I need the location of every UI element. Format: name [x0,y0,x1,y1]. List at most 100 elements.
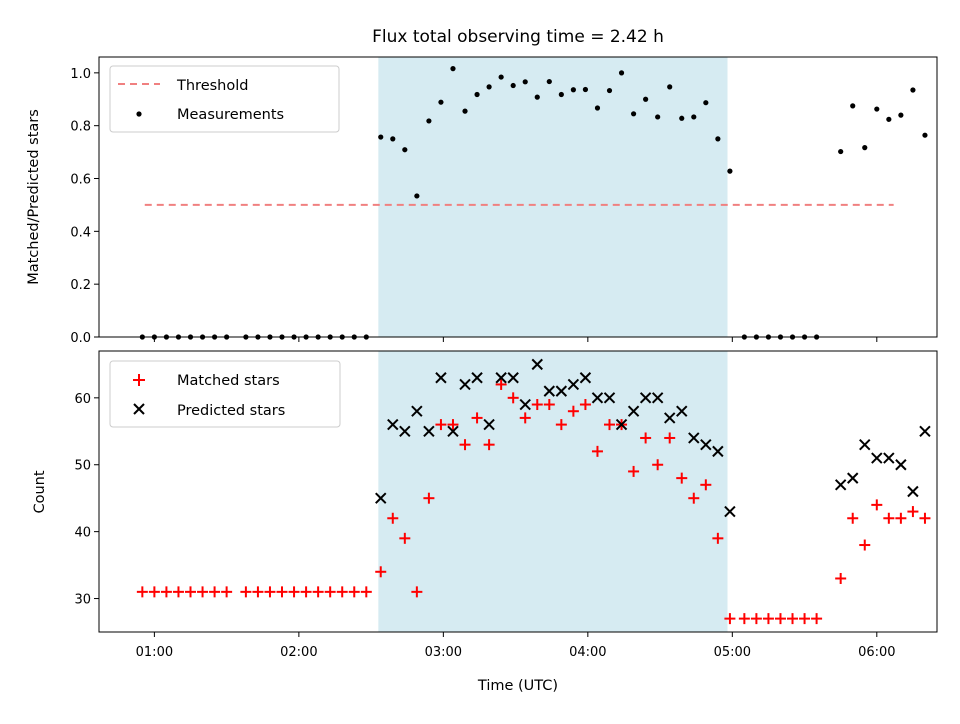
chart-title: Flux total observing time = 2.42 h [372,27,664,47]
bottom-x-tick-label: 03:00 [425,645,462,660]
top-legend-box [109,65,340,133]
measurement-point [450,66,456,72]
measurement-point [582,86,589,93]
predicted-star-point [688,432,700,444]
matched-star-point [411,586,423,598]
bottom-legend-box [109,360,341,428]
bottom-legend: Matched stars Predicted stars [109,360,341,428]
matched-star-point [288,586,300,598]
predicted-marker-b [639,392,652,404]
predicted-star-point [627,405,640,417]
bottom-y-axis-label: Count [32,470,48,513]
matched-star-point [628,465,640,477]
predicted-star-point [435,372,447,384]
measurement-point [498,74,504,80]
matched-star-point [495,378,507,390]
predicted-star-point [859,438,871,451]
bottom-x-tick-label: 06:00 [858,645,895,660]
predicted-marker-b [712,445,724,458]
bottom-panel: 30 40 50 60 01:00 02:00 03:00 04:00 05:00 06:00 C… [32,350,938,694]
predicted-star-point [651,392,664,404]
measurement-point [703,100,709,106]
bottom-y-tick-label: 40 [74,526,91,541]
matched-star-point [883,512,895,524]
predicted-marker-b [724,505,736,518]
predicted-marker-b [399,425,411,437]
bottom-x-tick-label: 05:00 [714,645,751,660]
matched-star-point [859,539,871,551]
matched-star-point [252,586,264,598]
measurement-point [630,111,637,117]
predicted-marker-b [411,405,423,417]
predicted-marker-b [519,398,531,411]
measurement-point [474,91,480,98]
matched-star-point [375,566,387,578]
measurement-point [546,78,552,85]
predicted-marker-b [883,452,895,464]
predicted-star-point [387,418,399,431]
matched-star-point [531,399,543,411]
matched-star-point [423,492,435,504]
predicted-marker-b [543,385,556,397]
bottom-x-tick-label: 01:00 [136,645,173,660]
measurement-point [534,94,540,100]
measurement-point [667,84,673,90]
predicted-marker-b [423,425,435,437]
predicted-star-point [519,398,531,411]
predicted-star-point [834,479,847,491]
matched-star-point [567,405,579,417]
predicted-star-point [615,418,628,431]
predicted-marker-b [688,432,700,444]
matched-star-point [324,586,336,598]
matched-stars-series [136,378,931,625]
measurement-point [438,99,444,105]
predicted-star-point [919,425,931,437]
matched-star-point [471,412,483,424]
matched-star-point [664,432,676,444]
predicted-marker-b [834,479,847,491]
matched-star-point [336,586,348,598]
matched-star-point [676,472,688,484]
matched-star-point [652,459,664,471]
legend-measurements-swatch [136,111,142,117]
legend-matched-swatch [133,374,145,386]
predicted-star-point [507,372,519,384]
predicted-marker-b [615,418,628,431]
matched-star-point [871,499,883,511]
matched-star-point [604,419,616,431]
predicted-star-point [907,485,919,498]
predicted-marker-b [375,492,387,504]
matched-star-point [447,419,459,431]
matched-star-point [221,586,233,598]
measurement-point [510,82,516,89]
measurement-point [715,136,721,142]
top-y-tick-label: 0.0 [70,331,91,346]
predicted-star-point [579,372,592,384]
predicted-marker-b [567,378,580,391]
measurement-point [558,91,564,98]
matched-star-point [185,586,197,598]
predicted-marker-b [847,472,859,484]
measurement-point [426,118,432,124]
matched-star-point [799,613,811,625]
top-legend: Threshold Measurements [109,65,340,133]
top-observing-interval-shade [378,57,728,337]
bottom-observing-interval-shade [378,351,728,632]
predicted-star-point [700,438,712,451]
predicted-star-point [847,472,859,484]
top-y-tick-label: 0.8 [70,120,91,135]
matched-star-point [907,506,919,518]
legend-predicted-swatch [133,403,145,415]
matched-star-point [738,613,750,625]
matched-star-point [160,586,172,598]
matched-star-point [579,399,591,411]
matched-star-point [700,479,712,491]
matched-star-point [919,512,931,524]
measurement-point [594,105,601,111]
matched-star-point [312,586,324,598]
measurement-point [850,103,856,109]
matched-star-point [847,512,859,524]
matched-star-point [519,412,531,424]
matched-star-point [264,586,276,598]
matched-star-point [209,586,221,598]
